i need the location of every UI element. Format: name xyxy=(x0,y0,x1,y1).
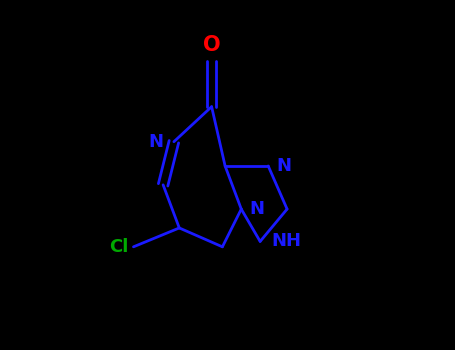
Text: O: O xyxy=(203,35,220,55)
Text: N: N xyxy=(249,200,264,218)
Text: N: N xyxy=(276,157,291,175)
Text: Cl: Cl xyxy=(109,238,128,256)
Text: NH: NH xyxy=(271,232,301,251)
Text: N: N xyxy=(148,133,163,151)
